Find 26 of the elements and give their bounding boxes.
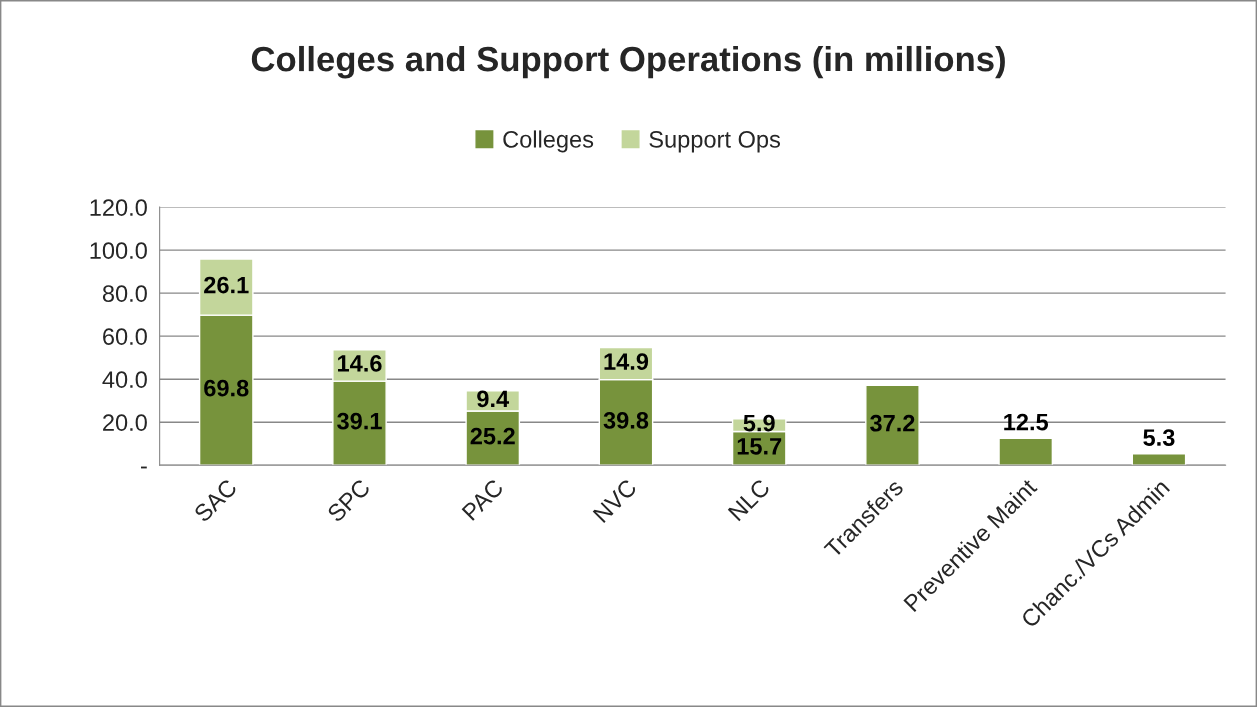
data-label: 12.5 — [1004, 413, 1049, 431]
chart-title: Colleges and Support Operations (in millions) — [251, 45, 1005, 79]
bar — [865, 384, 920, 466]
data-label: 5.3 — [1143, 429, 1175, 446]
data-label: 5.9 — [743, 414, 775, 432]
data-label: 9.4 — [477, 390, 510, 408]
data-label: 14.6 — [338, 355, 382, 372]
legend-label: Support Ops — [649, 131, 781, 153]
y-tick-label: 40.0 — [102, 371, 147, 388]
legend-label: Colleges — [503, 130, 594, 153]
data-label: 69.8 — [204, 379, 249, 397]
data-label: 37.2 — [870, 414, 915, 432]
data-label: 25.2 — [470, 427, 515, 445]
data-label: 39.1 — [337, 412, 382, 430]
data-label: 39.8 — [603, 412, 649, 429]
bar — [1131, 453, 1187, 466]
data-label: 26.1 — [204, 276, 249, 294]
y-tick-label: 100.0 — [90, 242, 147, 259]
y-tick-label: 60.0 — [103, 328, 147, 345]
y-tick-label: 20.0 — [103, 414, 147, 431]
data-label: 14.9 — [604, 353, 649, 370]
y-tick-label: - — [141, 466, 147, 469]
bar — [998, 437, 1054, 466]
y-tick-label: 80.0 — [102, 285, 147, 302]
data-label: 15.7 — [737, 438, 782, 455]
y-tick-label: 120.0 — [90, 199, 147, 216]
